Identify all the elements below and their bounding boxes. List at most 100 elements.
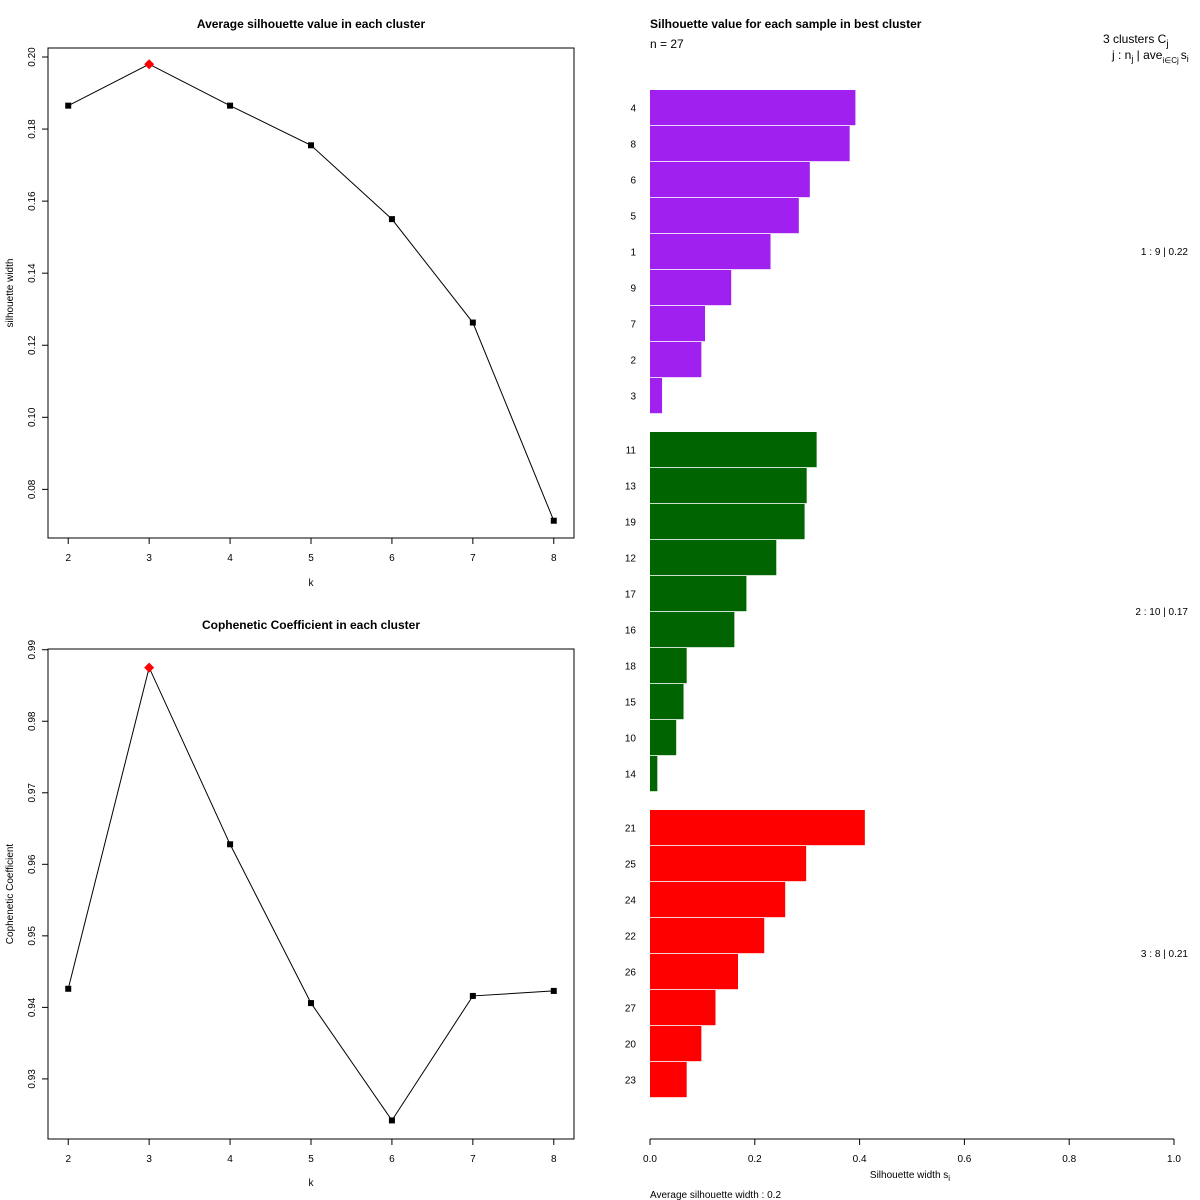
bar-x-tick-label: 0.8	[1062, 1154, 1076, 1165]
cophenetic-plot-frame	[47, 648, 575, 1140]
cophenetic-y-tick-label: 0.99	[27, 640, 38, 660]
legend-header-2-sub: j	[1130, 54, 1133, 64]
silhouette-bar	[650, 954, 739, 990]
silhouette-data-point	[388, 216, 395, 223]
silhouette-line-chart: Average silhouette value in each cluster…	[5, 17, 575, 589]
silhouette-bar	[650, 576, 747, 612]
sample-label: 8	[630, 140, 636, 151]
silhouette-bar	[650, 432, 817, 468]
cophenetic-best-point	[144, 662, 155, 673]
cophenetic-x-tick-label: 7	[470, 1154, 476, 1165]
bar-x-label-sub: i	[948, 1174, 950, 1183]
sample-count: n = 27	[650, 37, 684, 51]
sample-label: 16	[625, 626, 637, 637]
silhouette-bar	[650, 126, 850, 162]
cophenetic-x-tick-label: 4	[227, 1154, 233, 1165]
silhouette-y-tick-label: 0.12	[27, 335, 38, 355]
legend-header-2-end: s	[1181, 48, 1187, 62]
cophenetic-x-tick-label: 5	[308, 1154, 314, 1165]
cophenetic-y-tick-label: 0.98	[27, 711, 38, 731]
sample-label: 9	[630, 284, 636, 295]
silhouette-bar	[650, 756, 658, 792]
silhouette-bar	[650, 846, 807, 882]
silhouette-x-tick-label: 7	[470, 553, 476, 564]
sample-label: 25	[625, 860, 637, 871]
silhouette-bar	[650, 504, 805, 540]
legend-header-2-sub3: i	[1187, 54, 1189, 64]
silhouette-data-point	[550, 517, 557, 524]
legend-header-2-text: j : n	[1111, 48, 1131, 62]
silhouette-x-tick-label: 8	[551, 553, 557, 564]
bar-x-tick-label: 1.0	[1167, 1154, 1181, 1165]
silhouette-plot-frame	[47, 47, 575, 539]
cophenetic-chart-title: Cophenetic Coefficient in each cluster	[202, 618, 420, 632]
sample-label: 27	[625, 1004, 637, 1015]
sample-label: 1	[630, 248, 636, 259]
bar-chart-title: Silhouette value for each sample in best…	[650, 17, 922, 31]
silhouette-x-tick-label: 4	[227, 553, 233, 564]
cophenetic-data-point	[308, 1000, 314, 1007]
silhouette-data-point	[65, 102, 72, 109]
cluster-summary: 2 : 10 | 0.17	[1135, 607, 1188, 618]
cophenetic-data-point	[550, 987, 557, 994]
legend-header-1: 3 clusters Cj	[1103, 32, 1169, 50]
sample-label: 14	[625, 770, 637, 781]
sample-label: 21	[625, 824, 637, 835]
silhouette-bar	[650, 468, 807, 504]
cophenetic-data-point	[65, 985, 72, 992]
sample-label: 19	[625, 518, 637, 529]
sample-label: 24	[625, 896, 637, 907]
silhouette-data-point	[469, 319, 476, 326]
silhouette-y-label: silhouette width	[5, 259, 16, 328]
silhouette-x-tick-label: 3	[146, 553, 152, 564]
sample-label: 6	[630, 176, 636, 187]
silhouette-best-point	[144, 59, 155, 70]
sample-label: 3	[630, 392, 636, 403]
silhouette-bar	[650, 810, 865, 846]
silhouette-y-tick-label: 0.10	[27, 407, 38, 427]
bar-x-label-text: Silhouette width s	[870, 1170, 948, 1181]
silhouette-bar	[650, 540, 777, 576]
silhouette-y-tick-label: 0.18	[27, 119, 38, 139]
cophenetic-x-label: k	[309, 1178, 315, 1189]
cophenetic-data-point	[388, 1117, 395, 1124]
sample-label: 12	[625, 554, 637, 565]
silhouette-y-tick-label: 0.16	[27, 191, 38, 211]
silhouette-y-tick-label: 0.14	[27, 263, 38, 283]
sample-label: 5	[630, 212, 636, 223]
silhouette-series-line	[68, 63, 555, 521]
sample-label: 2	[630, 356, 636, 367]
cophenetic-data-point	[469, 992, 476, 999]
cophenetic-x-tick-label: 6	[389, 1154, 395, 1165]
silhouette-bar	[650, 1062, 687, 1098]
sample-label: 15	[625, 698, 637, 709]
average-silhouette-label: Average silhouette width : 0.2	[650, 1190, 781, 1200]
silhouette-bar	[650, 918, 765, 954]
sample-label: 17	[625, 590, 637, 601]
silhouette-bar	[650, 720, 677, 756]
bar-x-tick-label: 0.6	[957, 1154, 971, 1165]
legend-header-2-mid: | ave	[1133, 48, 1162, 62]
cophenetic-x-tick-label: 8	[551, 1154, 557, 1165]
cophenetic-x-tick-label: 2	[65, 1154, 71, 1165]
silhouette-bar	[650, 198, 799, 234]
sample-label: 11	[626, 446, 637, 457]
legend-header-2: j : nj | avei∈Cj si	[1111, 48, 1189, 65]
silhouette-bar	[650, 234, 771, 270]
silhouette-x-tick-label: 5	[308, 553, 314, 564]
bar-x-tick-label: 0.0	[643, 1154, 657, 1165]
sample-label: 10	[625, 734, 637, 745]
silhouette-bar	[650, 1026, 702, 1062]
silhouette-bar-chart: Silhouette value for each sample in best…	[625, 17, 1189, 1200]
silhouette-x-label: k	[309, 578, 315, 589]
cophenetic-data-point	[227, 841, 234, 848]
legend-header-1-text: 3 clusters C	[1103, 32, 1167, 46]
sample-label: 18	[625, 662, 637, 673]
sample-label: 23	[625, 1076, 637, 1087]
silhouette-bar	[650, 684, 684, 720]
silhouette-bar	[650, 612, 735, 648]
cophenetic-y-tick-label: 0.93	[27, 1069, 38, 1089]
cophenetic-line-chart: Cophenetic Coefficient in each cluster k…	[5, 618, 575, 1189]
bar-x-tick-label: 0.4	[853, 1154, 867, 1165]
